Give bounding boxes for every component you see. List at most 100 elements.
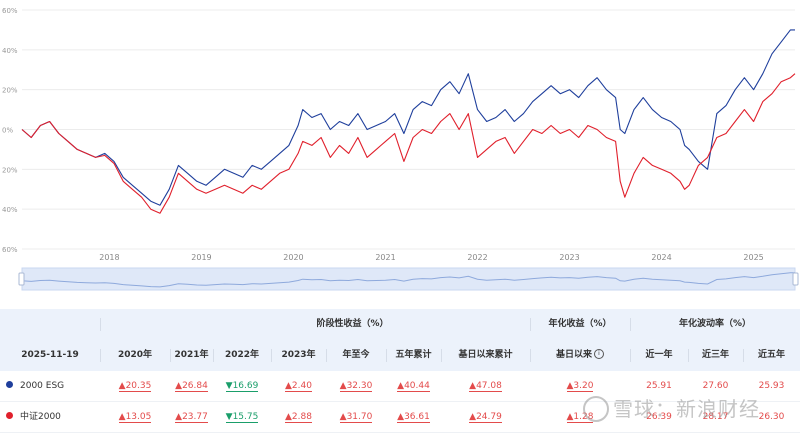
cell-since-base: ▲24.79 [441, 402, 530, 432]
value-since-base: ▲47.08 [469, 381, 502, 392]
header-2022: 2022年 [224, 350, 260, 360]
value-2022: ▼16.69 [225, 381, 259, 392]
cell-vol-1y: 25.91 [646, 381, 672, 391]
info-icon[interactable]: i [594, 348, 604, 359]
header-annualized-return: 年化收益（%） [548, 319, 612, 329]
table-header-group-row: 阶段性收益（%） 年化收益（%） 年化波动率（%） [0, 309, 800, 340]
table-row: 2000 ESG ▲20.35 ▲26.84 ▼16.69 ▲2.40 ▲32.… [0, 371, 800, 402]
line-chart: 60% 40% 20% 0% 20% 40% 60% 2018 2019 2020 2021 2022… [2, 7, 799, 291]
x-tick-label: 2020 [283, 253, 303, 262]
header-annualized-since-base: 基日以来 i [530, 340, 630, 371]
header-separator [100, 318, 101, 331]
y-tick-label: 40% [2, 206, 18, 214]
y-tick-label: 20% [2, 87, 18, 95]
header-separator [630, 318, 631, 331]
cell-2023: ▲2.40 [271, 371, 326, 401]
header-ytd: 年至今 [342, 350, 370, 360]
cell-ytd: ▲32.30 [326, 371, 386, 401]
cell-since-base: ▲47.08 [441, 371, 530, 401]
cell-five-year: ▲40.44 [386, 371, 441, 401]
header-vol-5y: 近五年 [757, 350, 785, 360]
cell-2022: ▼15.75 [213, 402, 271, 432]
header-2021: 2021年 [174, 350, 209, 360]
value-annualized: ▲3.20 [566, 381, 594, 392]
y-tick-label: 20% [2, 166, 18, 174]
x-tick-label: 2019 [191, 253, 211, 262]
value-2021: ▲26.84 [175, 381, 208, 392]
series-name-cell: 2000 ESG [6, 371, 64, 401]
header-separator [688, 349, 689, 362]
header-separator [530, 318, 531, 331]
y-tick-label: 60% [2, 7, 18, 15]
performance-table: 阶段性收益（%） 年化收益（%） 年化波动率（%） 2025-11-19 202… [0, 309, 800, 433]
value-2023: ▲2.88 [285, 412, 312, 423]
header-five-year: 五年累计 [395, 350, 432, 360]
cell-annualized: ▲3.20 [530, 371, 630, 401]
series-name: 2000 ESG [20, 381, 65, 391]
header-separator [630, 349, 631, 362]
navigator-right-handle[interactable] [792, 272, 799, 286]
value-2021: ▲23.77 [175, 412, 208, 423]
cell-vol-5y: 25.93 [758, 381, 785, 391]
y-tick-label: 60% [2, 246, 18, 254]
series-line-1 [21, 29, 795, 206]
value-since-base: ▲24.79 [469, 412, 502, 423]
cell-vol-3y: 27.60 [702, 381, 729, 391]
watermark-text: 雪球：新浪财经 [613, 397, 760, 421]
cell-vol-3y: 28.17 [702, 412, 729, 422]
cell-five-year: ▲36.61 [386, 402, 441, 432]
header-separator [530, 349, 531, 362]
header-separator [100, 349, 101, 362]
cell-vol-1y: 26.39 [646, 412, 672, 422]
watermark-logo-icon [583, 395, 609, 422]
navigator-window [21, 267, 796, 291]
y-tick-label: 0% [2, 127, 13, 135]
cell-ytd: ▲31.70 [326, 402, 386, 432]
value-five-year: ▲40.44 [397, 381, 430, 392]
watermark: 雪球：新浪财经 [583, 393, 760, 424]
series-name: 中证2000 [20, 412, 61, 422]
header-date: 2025-11-19 [21, 350, 79, 360]
value-2022: ▼15.75 [225, 412, 259, 423]
value-annualized: ▲1.28 [566, 412, 594, 423]
header-annualized-volatility: 年化波动率（%） [678, 319, 752, 329]
cell-2021: ▲23.77 [170, 402, 213, 432]
y-tick-label: 40% [2, 47, 18, 55]
value-five-year: ▲36.61 [397, 412, 430, 423]
x-tick-label: 2022 [467, 253, 487, 262]
series-name-cell: 中证2000 [6, 402, 61, 432]
cell-2020: ▲13.05 [100, 402, 170, 432]
cell-2022: ▼16.69 [213, 371, 271, 401]
value-2023: ▲2.40 [285, 381, 312, 392]
series-color-dot [6, 381, 13, 388]
header-vol-3y: 近三年 [701, 350, 729, 360]
header-separator [743, 349, 744, 362]
series-color-dot [6, 412, 13, 419]
value-2020: ▲20.35 [118, 381, 152, 392]
cell-2023: ▲2.88 [271, 402, 326, 432]
chart-area: 60% 40% 20% 0% 20% 40% 60% 2018 2019 2020 2021 2022… [2, 7, 799, 291]
table-header-row: 2025-11-19 2020年 2021年 2022年 2023年 年至今 五… [0, 340, 800, 371]
cell-vol-5y: 26.30 [758, 412, 785, 422]
navigator-left-handle[interactable] [18, 272, 25, 286]
x-tick-label: 2023 [559, 253, 579, 262]
header-annualized-since-base-label: 基日以来 [555, 350, 592, 360]
header-2020: 2020年 [117, 350, 153, 360]
header-separator [441, 349, 442, 362]
header-since-base: 基日以来累计 [458, 350, 513, 360]
cell-annualized: ▲1.28 [530, 402, 630, 432]
header-separator [386, 349, 387, 362]
x-tick-label: 2021 [375, 253, 395, 262]
navigator-series-line [21, 272, 795, 288]
value-ytd: ▲32.30 [339, 381, 373, 392]
cell-2021: ▲26.84 [170, 371, 213, 401]
header-stage-returns: 阶段性收益（%） [316, 319, 389, 329]
header-separator [213, 349, 214, 362]
cell-2020: ▲20.35 [100, 371, 170, 401]
value-2020: ▲13.05 [118, 412, 152, 423]
header-vol-1y: 近一年 [645, 350, 673, 360]
x-tick-label: 2025 [743, 253, 763, 262]
header-2023: 2023年 [281, 350, 316, 360]
value-ytd: ▲31.70 [339, 412, 373, 423]
header-separator [170, 349, 171, 362]
